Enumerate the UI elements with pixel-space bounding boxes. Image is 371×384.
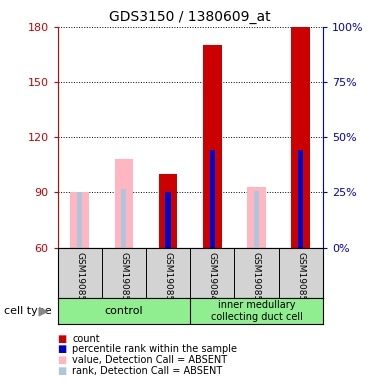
Text: control: control <box>105 306 143 316</box>
Bar <box>291 27 310 248</box>
Bar <box>210 150 215 248</box>
Text: GSM190850: GSM190850 <box>252 252 261 307</box>
Text: GSM190853: GSM190853 <box>119 252 128 307</box>
Text: count: count <box>72 334 100 344</box>
Text: ■: ■ <box>58 366 67 376</box>
Text: percentile rank within the sample: percentile rank within the sample <box>72 344 237 354</box>
Bar <box>121 189 127 248</box>
Text: value, Detection Call = ABSENT: value, Detection Call = ABSENT <box>72 355 227 365</box>
Text: ■: ■ <box>58 334 67 344</box>
Text: ■: ■ <box>58 355 67 365</box>
Bar <box>115 159 133 248</box>
Text: GSM190851: GSM190851 <box>296 252 305 307</box>
Title: GDS3150 / 1380609_at: GDS3150 / 1380609_at <box>109 10 271 25</box>
Bar <box>203 45 221 248</box>
Bar <box>298 150 303 248</box>
Text: GSM190849: GSM190849 <box>208 252 217 306</box>
Text: cell type: cell type <box>4 306 51 316</box>
Bar <box>247 187 266 248</box>
Bar <box>159 174 177 248</box>
Bar <box>254 190 259 248</box>
Bar <box>77 192 82 248</box>
Bar <box>70 192 89 248</box>
Text: GSM190854: GSM190854 <box>164 252 173 306</box>
Text: inner medullary
collecting duct cell: inner medullary collecting duct cell <box>210 300 302 322</box>
Text: rank, Detection Call = ABSENT: rank, Detection Call = ABSENT <box>72 366 223 376</box>
Text: ▶: ▶ <box>39 305 49 318</box>
Text: ■: ■ <box>58 344 67 354</box>
Text: GSM190852: GSM190852 <box>75 252 84 306</box>
Bar <box>165 192 171 248</box>
